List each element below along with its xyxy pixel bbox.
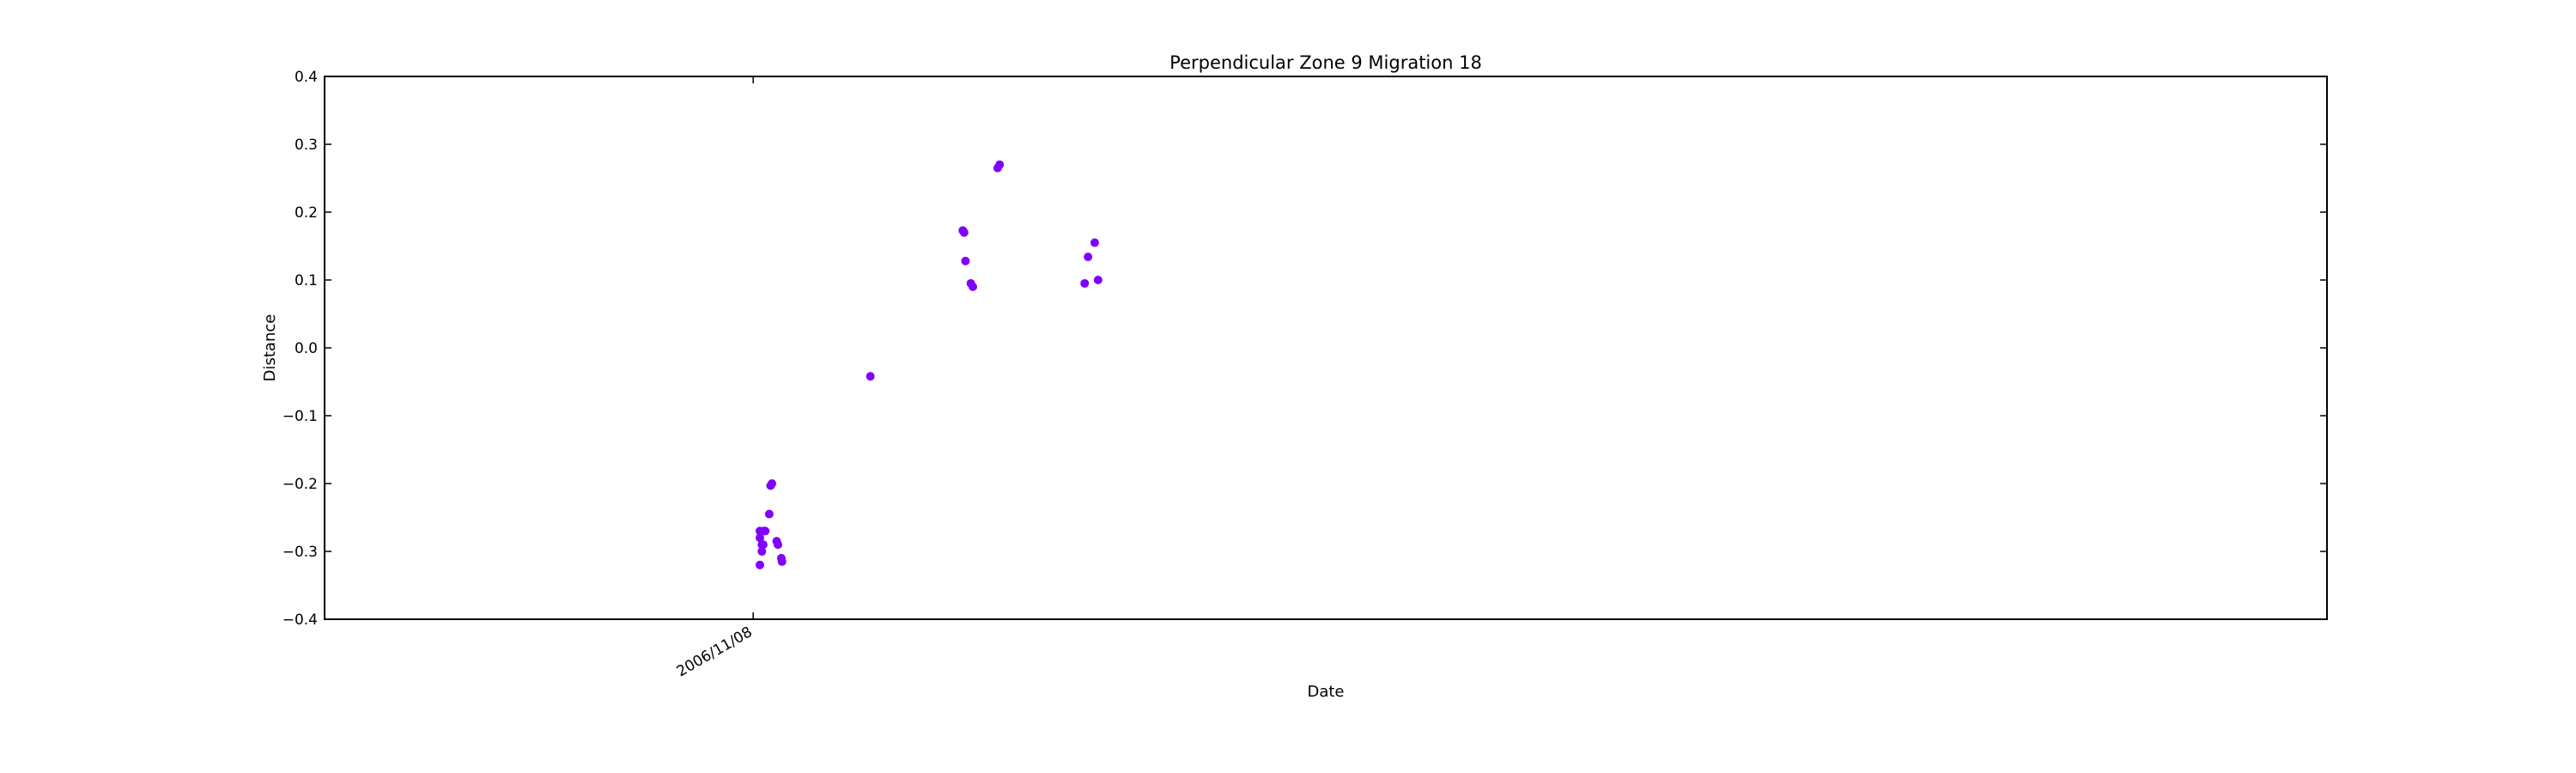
- data-point: [767, 479, 776, 488]
- y-tick-label: 0.3: [295, 137, 318, 154]
- data-point: [758, 540, 768, 550]
- data-point: [961, 256, 970, 265]
- data-point: [774, 540, 783, 550]
- data-point: [866, 372, 875, 381]
- points-layer: [755, 160, 1103, 569]
- data-point: [757, 547, 767, 556]
- data-point: [777, 557, 787, 566]
- y-tick-label: 0.4: [295, 69, 318, 86]
- data-point: [1080, 278, 1090, 288]
- y-tick-label: 0.1: [295, 272, 318, 289]
- data-point: [1093, 276, 1103, 284]
- chart-title: Perpendicular Zone 9 Migration 18: [1170, 52, 1482, 73]
- y-tick-label: −0.2: [283, 476, 318, 493]
- data-point: [959, 228, 969, 237]
- x-axis-label: Date: [1307, 683, 1344, 701]
- ticks-layer: −0.4 −0.3 −0.2 −0.1 0.0 0.1 0.2 0.3 0.4 2006/11/0…: [283, 69, 2327, 680]
- x-tick-label: 2006/11/08: [674, 624, 756, 680]
- data-point: [1084, 253, 1093, 262]
- data-point: [995, 160, 1005, 169]
- y-tick-label: −0.1: [283, 408, 318, 425]
- data-point: [761, 526, 770, 536]
- plot-frame: [324, 76, 2328, 620]
- y-tick-label: 0.2: [295, 204, 318, 222]
- data-point: [968, 282, 977, 291]
- data-point: [1090, 238, 1099, 247]
- y-tick-label: 0.0: [295, 340, 318, 357]
- data-point: [755, 533, 764, 543]
- y-axis-label: Distance: [261, 314, 279, 382]
- y-tick-label: −0.4: [283, 612, 318, 629]
- data-point: [764, 509, 774, 519]
- y-tick-label: −0.3: [283, 544, 318, 561]
- data-point: [755, 560, 764, 569]
